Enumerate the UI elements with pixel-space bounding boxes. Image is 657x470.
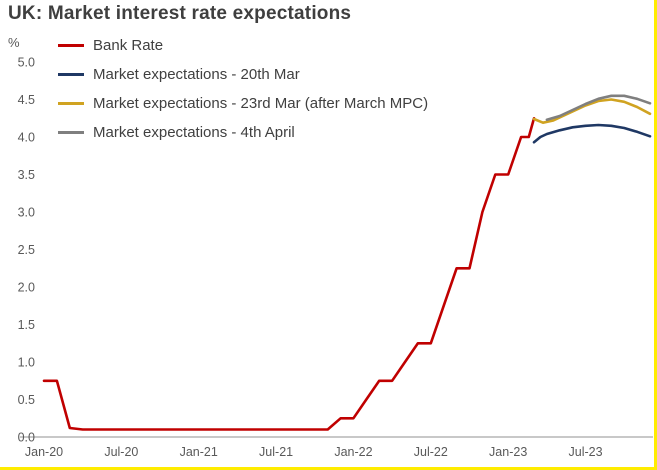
series-line-market-expectations-4th-april bbox=[545, 94, 652, 121]
y-tick-label: 0.0 bbox=[18, 431, 35, 445]
x-tick-label: Jan-23 bbox=[489, 445, 527, 459]
x-tick-label: Jul-23 bbox=[569, 445, 603, 459]
series-line-bank-rate bbox=[42, 117, 536, 431]
y-tick-label: 2.5 bbox=[18, 243, 35, 257]
y-tick-label: 4.0 bbox=[18, 131, 35, 145]
legend-item-market-expectations-4th-april: Market expectations - 4th April bbox=[58, 118, 428, 147]
x-tick-label: Jul-22 bbox=[414, 445, 448, 459]
y-tick-label: 2.0 bbox=[18, 281, 35, 295]
legend-label: Bank Rate bbox=[93, 37, 164, 54]
y-tick-label: 1.5 bbox=[18, 318, 35, 332]
y-tick-label: 3.0 bbox=[18, 206, 35, 220]
y-axis-unit-label: % bbox=[8, 35, 20, 50]
legend-item-market-expectations-20th-mar: Market expectations - 20th Mar bbox=[58, 60, 428, 89]
x-tick-label: Jul-20 bbox=[104, 445, 138, 459]
x-tick-label: Jan-20 bbox=[25, 445, 63, 459]
y-tick-label: 3.5 bbox=[18, 168, 35, 182]
legend-swatch-bank-rate bbox=[58, 44, 84, 47]
y-tick-label: 1.0 bbox=[18, 356, 35, 370]
y-tick-label: 4.5 bbox=[18, 93, 35, 107]
legend: Bank Rate Market expectations - 20th Mar M… bbox=[58, 31, 428, 147]
series-line-market-expectations-23rd-mar-after-march-mpc bbox=[532, 98, 652, 124]
x-tick-label: Jul-21 bbox=[259, 445, 293, 459]
y-tick-label: 0.5 bbox=[18, 393, 35, 407]
legend-label: Market expectations - 4th April bbox=[93, 124, 295, 141]
legend-swatch-market-expectations-20th-mar bbox=[58, 73, 84, 76]
legend-swatch-market-expectations-23rd-mar-after-march-mpc bbox=[58, 102, 84, 105]
x-tick-label: Jan-22 bbox=[334, 445, 372, 459]
chart-title: UK: Market interest rate expectations bbox=[8, 3, 352, 24]
legend-label: Market expectations - 23rd Mar (after Ma… bbox=[93, 95, 429, 112]
legend-swatch-market-expectations-4th-april bbox=[58, 131, 84, 134]
series-line-market-expectations-20th-mar bbox=[532, 123, 652, 144]
legend-label: Market expectations - 20th Mar bbox=[93, 66, 300, 83]
legend-item-market-expectations-23rd-mar-after-march-mpc: Market expectations - 23rd Mar (after Ma… bbox=[58, 89, 428, 118]
y-tick-label: 5.0 bbox=[18, 56, 35, 70]
legend-item-bank-rate: Bank Rate bbox=[58, 31, 428, 60]
x-tick-label: Jan-21 bbox=[180, 445, 218, 459]
